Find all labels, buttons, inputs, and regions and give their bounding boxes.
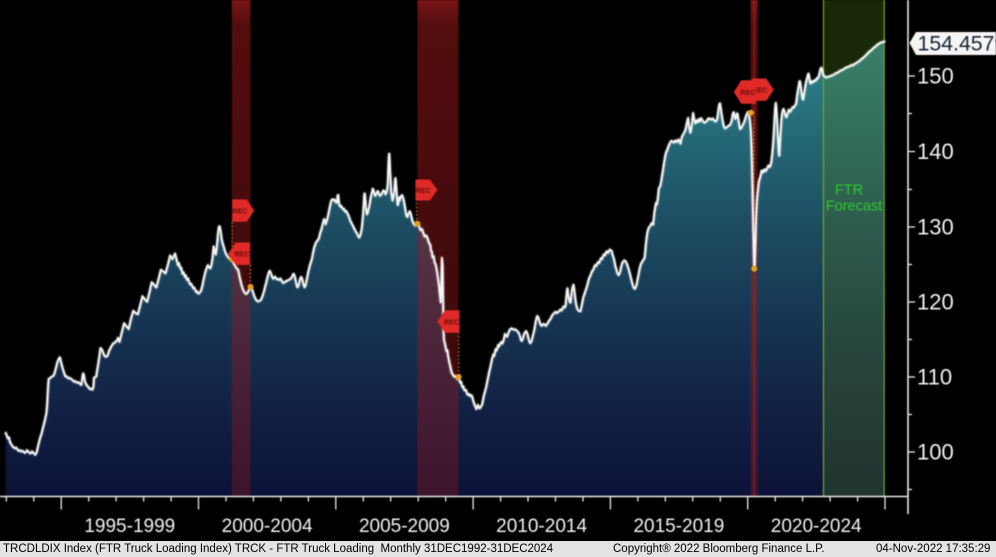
- svg-text:2020-2024: 2020-2024: [771, 516, 862, 537]
- svg-text:FTR: FTR: [835, 183, 863, 199]
- svg-text:2005-2009: 2005-2009: [359, 516, 450, 537]
- svg-text:100: 100: [917, 440, 954, 465]
- svg-text:110: 110: [917, 365, 952, 390]
- svg-text:2015-2019: 2015-2019: [633, 516, 724, 537]
- svg-text:REC: REC: [444, 318, 460, 327]
- svg-text:154.4579: 154.4579: [918, 32, 996, 56]
- svg-text:Forecast: Forecast: [826, 199, 882, 215]
- svg-text:140: 140: [917, 139, 954, 164]
- svg-text:130: 130: [917, 215, 954, 240]
- svg-text:120: 120: [917, 290, 954, 315]
- svg-text:REC: REC: [752, 86, 768, 95]
- svg-text:1995-1999: 1995-1999: [84, 516, 175, 537]
- svg-text:2000-2004: 2000-2004: [222, 516, 313, 537]
- svg-text:150: 150: [917, 64, 954, 89]
- svg-text:2010-2014: 2010-2014: [496, 516, 587, 537]
- svg-text:REC: REC: [740, 88, 756, 97]
- svg-text:REC: REC: [415, 186, 431, 195]
- svg-text:REC: REC: [232, 207, 248, 216]
- svg-text:REC: REC: [234, 250, 250, 259]
